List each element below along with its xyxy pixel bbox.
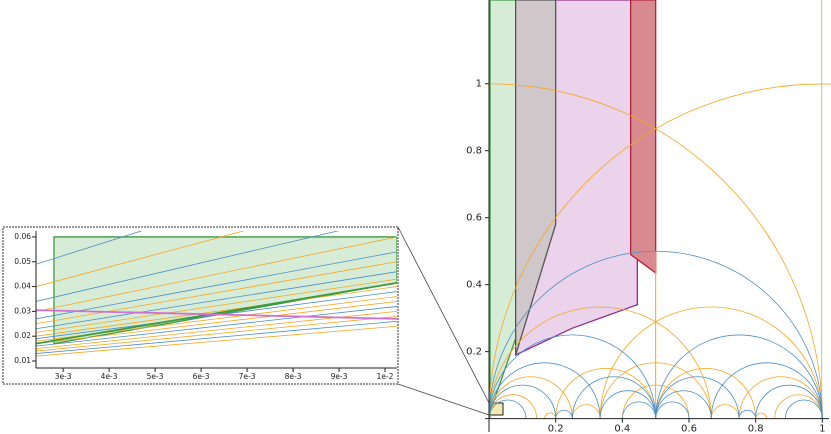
geodesic-arc xyxy=(571,376,657,419)
geodesic-arc xyxy=(710,362,823,419)
geodesic-arc xyxy=(488,376,573,419)
y-tick-label: 0.05 xyxy=(14,257,31,266)
x-tick-label: 9e-3 xyxy=(331,372,348,381)
curve xyxy=(36,236,397,312)
y-tick-label: 1 xyxy=(476,79,482,90)
geodesic-arc xyxy=(655,401,690,419)
curve xyxy=(36,301,397,345)
x-tick-label: 5e-3 xyxy=(147,372,164,381)
zoom-connector xyxy=(397,383,490,416)
x-tick-label: 0.4 xyxy=(614,424,630,434)
geodesic-arc xyxy=(621,384,690,419)
x-tick-label: 1e-2 xyxy=(377,372,394,381)
x-tick-label: 7e-3 xyxy=(239,372,256,381)
curve xyxy=(36,231,245,287)
x-tick-label: 4e-3 xyxy=(101,372,118,381)
curve xyxy=(36,306,397,347)
curve xyxy=(36,309,397,320)
geodesic-arc xyxy=(710,404,740,419)
geodesic-arc xyxy=(599,306,823,419)
y-tick-label: 0.04 xyxy=(14,282,31,291)
geodesic-arc xyxy=(488,384,557,419)
x-tick-label: 1 xyxy=(819,424,825,434)
geodesic-arc xyxy=(655,390,712,419)
curve xyxy=(36,231,143,265)
curve xyxy=(36,325,397,357)
plot-area xyxy=(485,0,831,419)
geodesic-arc xyxy=(571,404,601,419)
geodesic-arc xyxy=(599,362,712,419)
plot-area xyxy=(36,231,397,357)
x-tick-label: 0.2 xyxy=(548,424,564,434)
curve xyxy=(36,281,397,345)
geodesic-arc xyxy=(784,399,823,419)
curve xyxy=(36,320,397,354)
geodesic-arc xyxy=(488,334,657,419)
curve xyxy=(36,286,397,337)
x-tick-label: 0.6 xyxy=(681,424,697,434)
curve xyxy=(36,231,340,302)
geodesic-arc xyxy=(488,362,601,419)
geodesic-arc xyxy=(555,368,657,419)
zoom-connector xyxy=(397,226,490,404)
geodesic-arc xyxy=(544,412,557,419)
curve xyxy=(36,315,397,352)
y-tick-label: 0.02 xyxy=(14,331,31,340)
y-tick-label: 0.2 xyxy=(466,347,482,358)
curve xyxy=(36,271,397,330)
panel: 0.2 0.4 0.6 0.8 1 0.2 0.4 0.6 0.8 1 xyxy=(466,0,831,434)
geodesic-arc xyxy=(738,376,823,419)
curve xyxy=(36,261,397,325)
curve xyxy=(36,251,397,320)
y-tick-label: 0.03 xyxy=(14,306,31,315)
x-tick-label: 3e-3 xyxy=(55,372,72,381)
y-tick-label: 0.06 xyxy=(14,232,31,241)
x-tick-label: 0.8 xyxy=(748,424,764,434)
geodesic-arc xyxy=(738,409,757,419)
panel: 3e-3 4e-3 5e-3 6e-3 7e-3 8e-3 9e-3 1e-2 0.01 0.02… xyxy=(14,231,397,381)
geodesic-arc xyxy=(755,384,823,419)
geodesic-arc xyxy=(755,412,768,419)
y-tick-label: 0.01 xyxy=(14,356,31,365)
geodesic-arc xyxy=(621,401,657,419)
y-tick-label: 0.6 xyxy=(466,213,482,224)
curve xyxy=(36,278,397,333)
y-tick-label: 0.8 xyxy=(466,146,482,157)
geodesic-arc xyxy=(488,399,527,419)
x-tick-label: 8e-3 xyxy=(285,372,302,381)
geodesic-arc xyxy=(655,376,740,419)
y-tick-label: 0.4 xyxy=(466,280,482,291)
geodesic-arc xyxy=(488,306,712,419)
geodesic-arc xyxy=(555,409,573,419)
geodesic-arc xyxy=(655,334,823,419)
geodesic-arc xyxy=(599,390,657,419)
x-tick-label: 6e-3 xyxy=(193,372,210,381)
geodesic-arc xyxy=(655,368,757,419)
geodesic-arc xyxy=(488,83,831,419)
